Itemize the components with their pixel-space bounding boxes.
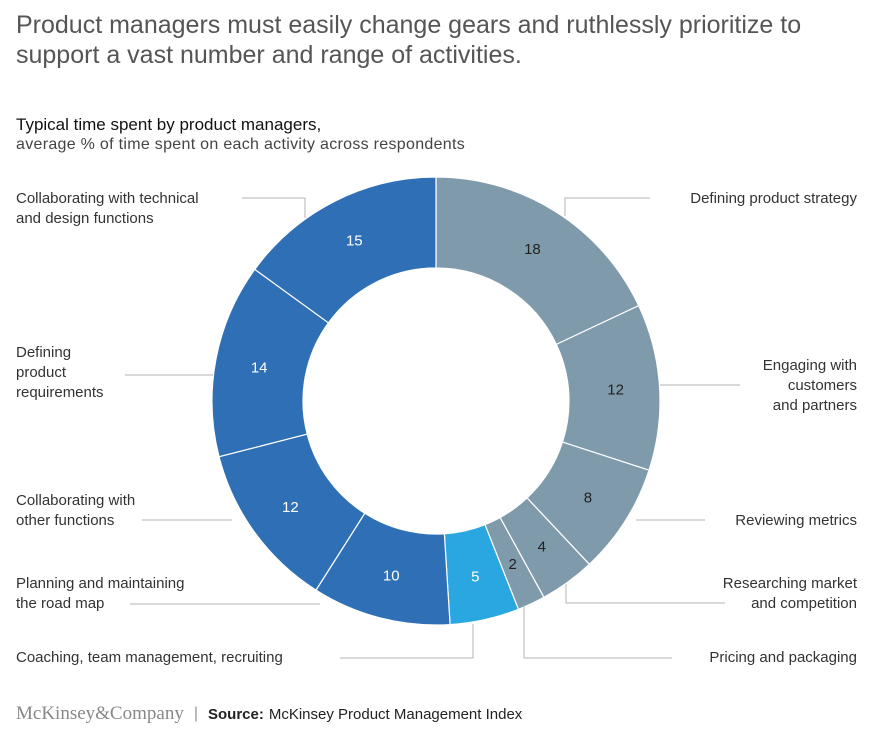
slice-label-coaching-team-management-recruiting: Coaching, team management, recruiting (16, 649, 283, 666)
slice-label-planning-and-maintaining-the-road-map: Planning and maintaining the road map (16, 575, 184, 612)
slice-defining-product-strategy (435, 176, 640, 346)
slice-labels: Defining product strategy Engaging with cu… (16, 190, 858, 666)
brand-logo: McKinsey&Company (16, 703, 184, 724)
slice-value-coaching-team-management-recruiting: 5 (471, 569, 479, 586)
headline: Product managers must easily change gear… (16, 11, 802, 69)
slice-value-defining-product-strategy: 18 (524, 241, 541, 258)
slice-value-researching-market-and-competition: 4 (538, 539, 546, 556)
slice-label-defining-product-strategy: Defining product strategy (690, 190, 857, 207)
slice-collaborating-with-technical-and-design-functions (253, 176, 437, 324)
slice-value-engaging-with-customers-and-partners: 12 (607, 382, 624, 399)
leader-researching-market-and-competition (565, 584, 725, 604)
slice-label-defining-product-requirements: Defining product requirements (16, 344, 104, 401)
chart-title: Typical time spent by product managers, (16, 115, 322, 134)
source-label: Source: (207, 705, 264, 723)
footer: McKinsey&Company | Source: McKinsey Prod… (16, 703, 522, 725)
leader-pricing-and-packaging (523, 605, 672, 659)
slice-value-pricing-and-packaging: 2 (508, 556, 516, 573)
slice-value-reviewing-metrics: 8 (584, 489, 592, 506)
leader-collaborating-with-technical-and-design-functions (242, 197, 306, 218)
leader-defining-product-strategy (564, 197, 650, 216)
slice-value-collaborating-with-other-functions: 12 (282, 499, 299, 516)
slice-label-pricing-and-packaging: Pricing and packaging (709, 649, 857, 666)
leader-coaching-team-management-recruiting (340, 624, 474, 659)
source-text: McKinsey Product Management Index (268, 705, 523, 723)
slice-value-planning-and-maintaining-the-road-map: 10 (383, 567, 400, 584)
slice-label-reviewing-metrics: Reviewing metrics (735, 512, 857, 529)
leader-lines (125, 197, 740, 659)
donut-chart: 18 12 8 4 2 5 10 12 14 15 Defining product strate… (16, 176, 858, 666)
slice-value-collaborating-with-technical-and-design-functions: 15 (346, 233, 363, 250)
donut-slices (211, 176, 661, 626)
slice-values: 18 12 8 4 2 5 10 12 14 15 (251, 233, 624, 586)
chart-subtitle: average % of time spent on each activity… (16, 136, 466, 153)
slice-label-collaborating-with-technical-and-design-functions: Collaborating with technical and design f… (16, 190, 199, 227)
slice-label-researching-market-and-competition: Researching market and competition (723, 575, 858, 612)
footer-separator: | (193, 705, 198, 722)
slice-label-collaborating-with-other-functions: Collaborating with other functions (16, 492, 135, 529)
slice-value-defining-product-requirements: 14 (251, 359, 268, 376)
slice-label-engaging-with-customers-and-partners: Engaging with customers and partners (763, 357, 857, 414)
